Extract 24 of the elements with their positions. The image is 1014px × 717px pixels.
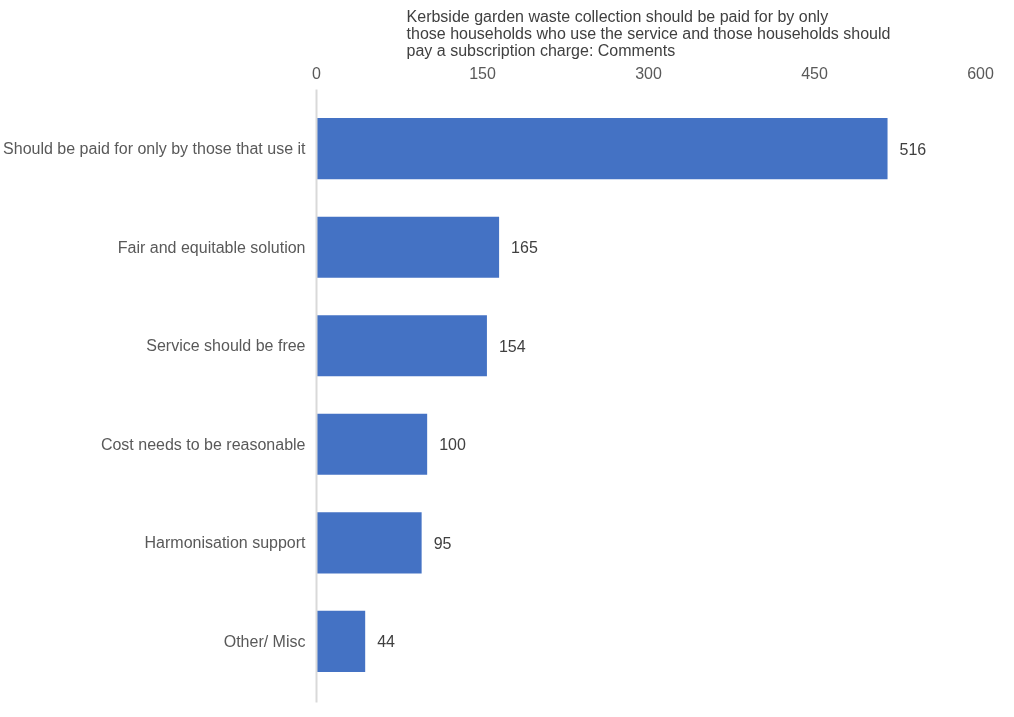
x-tick-label: 300: [635, 64, 662, 82]
x-tick-label: 600: [967, 64, 994, 82]
y-tick-label: Service should be free: [146, 337, 306, 355]
chart-title: Kerbside garden waste collection should be paid for by only those households who use the service and those households should pay a subscription charge: Comments: [406, 7, 891, 59]
x-tick-label: 0: [312, 64, 322, 82]
bar: [316, 610, 366, 672]
bar: [316, 413, 428, 475]
y-tick-label: Fair and equitable solution: [117, 238, 306, 256]
x-tick-label: 150: [469, 64, 496, 82]
bar: [316, 512, 422, 574]
bar: [316, 118, 888, 180]
bar: [316, 315, 487, 377]
data-label: 95: [433, 534, 452, 552]
y-tick-label: Harmonisation support: [144, 534, 307, 552]
data-label: 100: [439, 436, 466, 454]
data-label: 44: [377, 633, 396, 651]
y-tick-label: Cost needs to be reasonable: [100, 435, 306, 453]
data-label: 154: [498, 337, 526, 355]
data-label: 516: [899, 140, 927, 158]
x-tick-label: 450: [801, 64, 828, 82]
data-label: 165: [511, 239, 538, 257]
y-tick-label: Other/ Misc: [223, 632, 306, 650]
bar: [316, 216, 500, 278]
y-tick-label: Should be paid for only by those that use it: [3, 140, 307, 158]
